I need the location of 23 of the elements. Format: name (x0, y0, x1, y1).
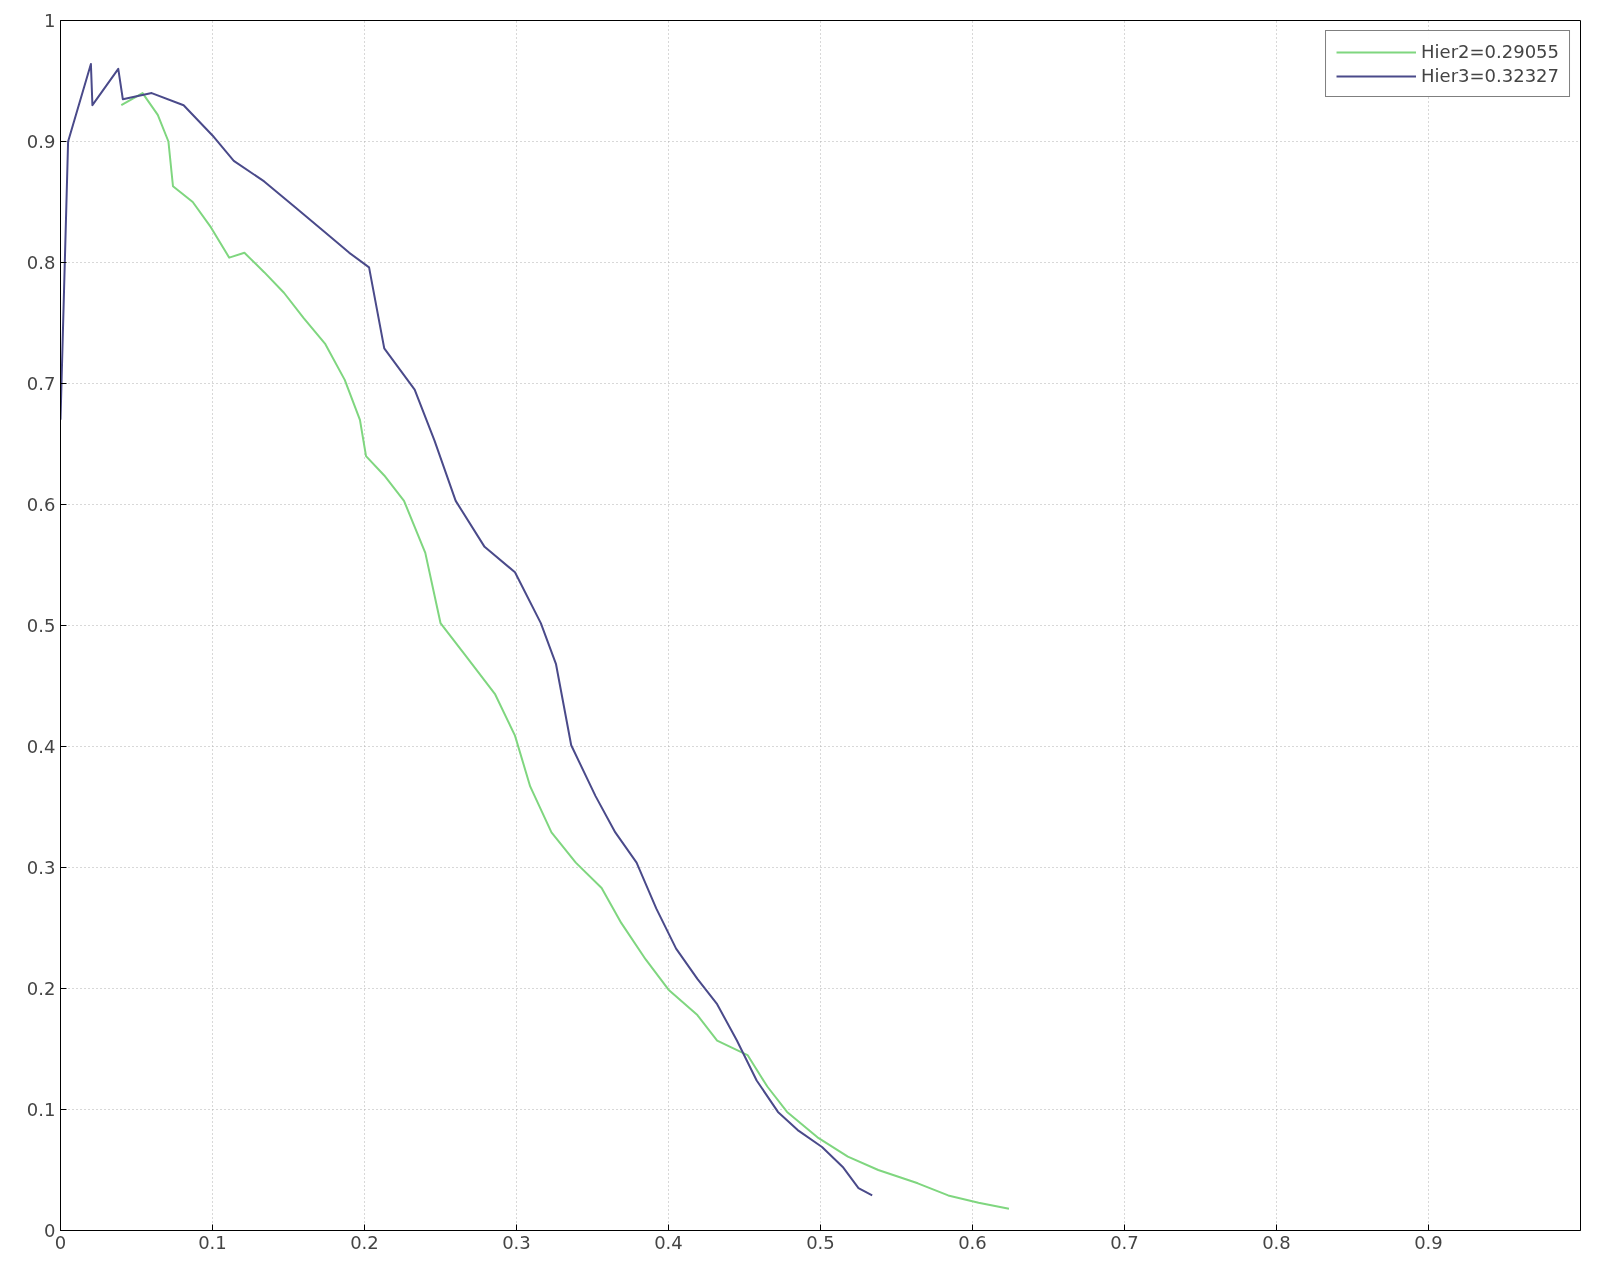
line-series (120, 92, 1010, 1210)
x-tick-label: 0.4 (654, 1231, 683, 1253)
y-tick-label: 0.8 (26, 252, 56, 273)
x-tick-label: 0.2 (350, 1231, 379, 1253)
x-tick-label: 0.5 (806, 1231, 835, 1253)
legend-label: Hier2=0.29055 (1421, 41, 1559, 62)
y-tick-label: 0.2 (26, 978, 56, 999)
x-tick-label: 0.9 (1414, 1231, 1443, 1253)
y-tick-label: 0.4 (26, 736, 56, 757)
line-series (60, 63, 874, 1197)
y-tick-label: 1 (44, 10, 56, 31)
x-tick-label: 0.8 (1262, 1231, 1291, 1253)
y-tick-label: 0.9 (26, 131, 56, 152)
x-tick-label: 0.6 (958, 1231, 987, 1253)
y-tick-label: 0.6 (26, 494, 56, 515)
y-tick-label: 0.3 (26, 857, 56, 878)
x-tick-label: 0.3 (502, 1231, 531, 1253)
legend-label: Hier3=0.32327 (1421, 65, 1559, 86)
y-tick-label: 0.7 (26, 373, 56, 394)
x-tick-label: 0.7 (1110, 1231, 1139, 1253)
y-tick-label: 0.5 (26, 615, 56, 636)
y-tick-label: 0.1 (26, 1099, 56, 1120)
x-tick-label: 0.1 (198, 1231, 227, 1253)
